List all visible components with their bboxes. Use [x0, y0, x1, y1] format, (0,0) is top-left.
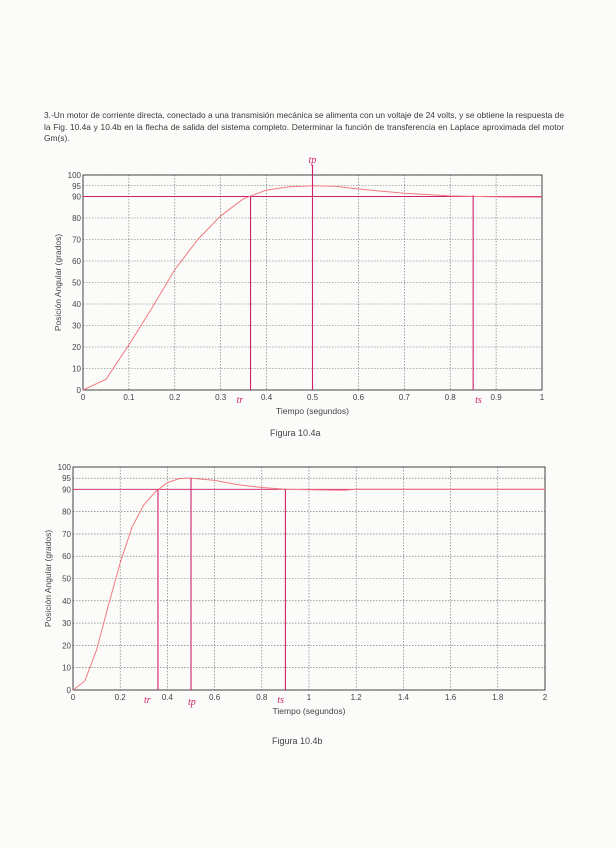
x-tick-label: 0.8 — [445, 393, 457, 402]
y-tick-label: 60 — [62, 552, 71, 561]
y-tick-label: 30 — [62, 619, 71, 628]
marker-label-tr: tr — [144, 695, 151, 706]
response-curve — [82, 185, 543, 391]
y-tick-label: 0 — [77, 386, 82, 395]
x-tick-label: 1.8 — [492, 693, 504, 702]
x-tick-label: 1 — [307, 693, 312, 702]
x-tick-label: 0.2 — [115, 693, 127, 702]
x-tick-label: 0.4 — [162, 693, 174, 702]
y-tick-label: 50 — [72, 279, 81, 288]
chart-0: 0 0.1 0.2 0.3 0.4 0.5 0.6 0.7 0.8 0.9 101020304050… — [53, 155, 545, 416]
x-tick-label: 0.1 — [123, 393, 135, 402]
x-tick-label: 1.2 — [351, 693, 363, 702]
x-tick-label: 0.6 — [209, 693, 221, 702]
y-axis-label: Posición Angular (grados) — [43, 530, 53, 628]
y-tick-label: 20 — [72, 343, 81, 352]
problem-statement: 3.-Un motor de corriente directa, conect… — [44, 110, 564, 143]
x-tick-label: 1 — [540, 393, 545, 402]
x-tick-label: 0 — [71, 693, 76, 702]
response-curve — [72, 477, 545, 691]
y-tick-label: 40 — [72, 300, 81, 309]
y-tick-label: 0 — [67, 686, 72, 695]
plot-frame — [72, 466, 546, 691]
x-tick-label: 0.9 — [491, 393, 503, 402]
y-tick-label: 100 — [58, 463, 72, 472]
figure-caption-a: Figura 10.4a — [270, 428, 321, 438]
y-tick-label: 50 — [62, 575, 71, 584]
x-tick-label: 0.3 — [215, 393, 227, 402]
y-tick-label: 30 — [72, 322, 81, 331]
x-tick-label: 1.6 — [445, 693, 457, 702]
marker-label-tp: tp — [188, 697, 196, 708]
y-axis-label: Posición Angular (grados) — [53, 234, 63, 332]
x-tick-label: 0.7 — [399, 393, 411, 402]
x-tick-label: 0.2 — [169, 393, 181, 402]
y-tick-label: 10 — [72, 365, 81, 374]
marker-label-ts: ts — [277, 695, 284, 706]
y-tick-label: 95 — [72, 182, 81, 191]
x-tick-label: 0.5 — [307, 393, 319, 402]
x-tick-label: 1.4 — [398, 693, 410, 702]
x-tick-label: 0.8 — [256, 693, 268, 702]
x-tick-label: 0.6 — [353, 393, 365, 402]
y-tick-label: 90 — [62, 485, 71, 494]
y-tick-label: 20 — [62, 641, 71, 650]
marker-label-tp: tp — [309, 155, 317, 166]
y-tick-label: 70 — [72, 236, 81, 245]
y-tick-label: 40 — [62, 597, 71, 606]
y-tick-label: 90 — [72, 193, 81, 202]
x-tick-label: 2 — [543, 693, 548, 702]
x-tick-label: 0 — [81, 393, 86, 402]
y-tick-label: 60 — [72, 257, 81, 266]
x-tick-label: 0.4 — [261, 393, 273, 402]
y-tick-label: 95 — [62, 474, 71, 483]
y-tick-label: 70 — [62, 530, 71, 539]
y-tick-label: 10 — [62, 664, 71, 673]
y-tick-label: 100 — [68, 171, 82, 180]
x-axis-label: Tiempo (segundos) — [276, 406, 349, 416]
y-tick-label: 80 — [72, 214, 81, 223]
marker-label-tr: tr — [237, 395, 244, 406]
x-axis-label: Tiempo (segundos) — [273, 706, 346, 716]
chart-1: 0 0.2 0.4 0.6 0.8 1 1.2 1.4 1.6 1.8 20102030405060… — [43, 463, 548, 716]
figure-caption-b: Figura 10.4b — [272, 736, 323, 746]
y-tick-label: 80 — [62, 508, 71, 517]
marker-label-ts: ts — [475, 395, 482, 406]
